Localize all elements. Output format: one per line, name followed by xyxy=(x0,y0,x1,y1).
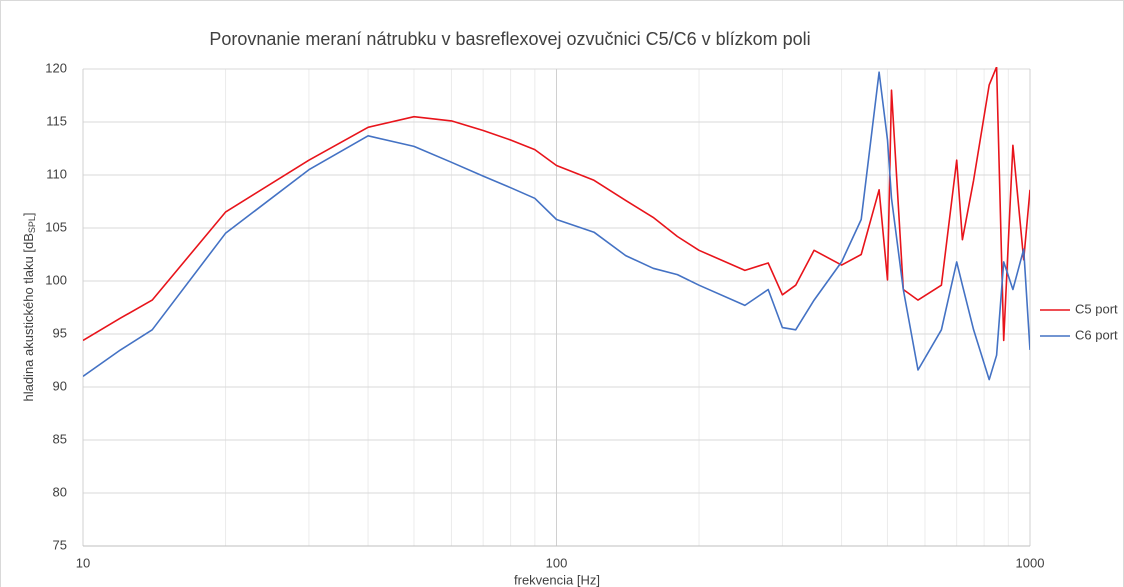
y-axis-label: hladina akustického tlaku [dBSPL] xyxy=(21,212,37,401)
y-tick-label: 90 xyxy=(53,378,67,393)
x-tick-label: 10 xyxy=(76,555,90,570)
y-label-text: hladina akustického tlaku [dB xyxy=(21,233,36,401)
chart-title: Porovnanie meraní nátrubku v basreflexov… xyxy=(209,29,810,49)
legend-label: C6 port xyxy=(1075,327,1118,342)
y-label-sub: SPL xyxy=(27,216,37,233)
x-tick-label: 100 xyxy=(546,555,568,570)
y-tick-label: 75 xyxy=(53,537,67,552)
legend-label: C5 port xyxy=(1075,301,1118,316)
y-tick-label: 100 xyxy=(45,272,67,287)
series-line xyxy=(83,71,1030,381)
y-tick-label: 110 xyxy=(46,166,67,181)
y-tick-label: 85 xyxy=(53,431,67,446)
y-label-end: ] xyxy=(21,212,36,216)
y-tick-label: 120 xyxy=(45,60,67,75)
x-axis-label: frekvencia [Hz] xyxy=(514,572,600,587)
series-line xyxy=(83,67,1030,342)
y-tick-label: 105 xyxy=(45,219,67,234)
y-tick-label: 115 xyxy=(46,113,67,128)
x-tick-label: 1000 xyxy=(1016,555,1045,570)
y-tick-label: 80 xyxy=(53,484,67,499)
y-tick-label: 95 xyxy=(53,325,67,340)
